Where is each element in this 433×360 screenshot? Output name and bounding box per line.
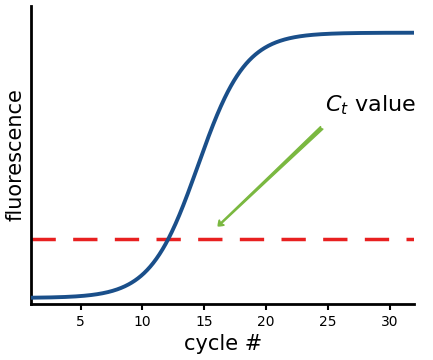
X-axis label: cycle #: cycle # <box>184 334 262 355</box>
Text: $C_t$ value: $C_t$ value <box>326 93 417 117</box>
Y-axis label: fluorescence: fluorescence <box>6 89 26 221</box>
